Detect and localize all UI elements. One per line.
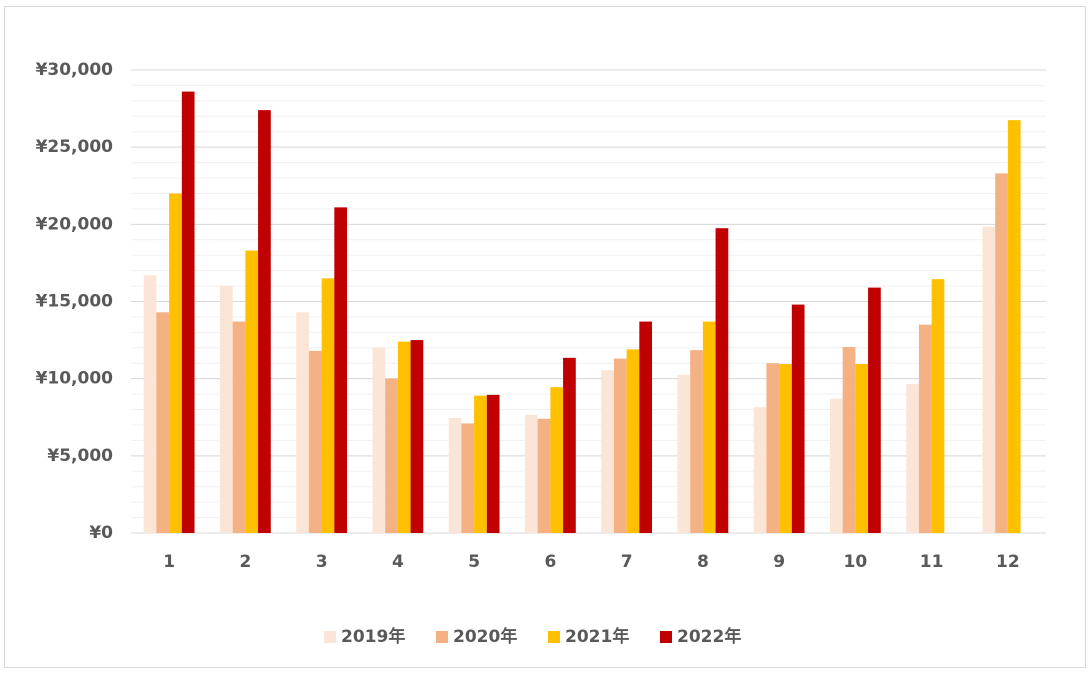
bar <box>537 418 551 533</box>
bar <box>372 347 386 533</box>
y-tick-label: ¥0 <box>89 523 113 543</box>
bar <box>219 286 233 533</box>
bar <box>613 358 627 533</box>
legend-swatch <box>436 631 448 643</box>
x-tick-label: 2 <box>239 552 251 572</box>
bar <box>702 321 716 533</box>
bar <box>715 228 729 534</box>
bar <box>550 387 564 533</box>
bar <box>308 350 322 533</box>
bar <box>766 363 780 533</box>
x-tick-label: 3 <box>316 552 328 572</box>
x-tick-label: 10 <box>844 552 868 572</box>
bar <box>779 364 792 533</box>
bar <box>334 207 348 533</box>
bar <box>639 321 653 533</box>
bar <box>931 279 945 533</box>
y-tick-label: ¥25,000 <box>36 137 114 157</box>
bar <box>753 407 767 533</box>
bar <box>143 275 157 533</box>
bar <box>868 287 881 533</box>
bar <box>601 370 614 533</box>
bar <box>677 374 691 533</box>
y-tick-label: ¥15,000 <box>36 292 114 312</box>
x-tick-label: 9 <box>773 552 785 572</box>
bar <box>169 193 182 533</box>
bar <box>982 226 996 534</box>
bar <box>474 395 487 533</box>
bar <box>855 364 869 533</box>
bar <box>690 350 703 533</box>
bar <box>1007 120 1021 534</box>
y-tick-label: ¥5,000 <box>47 446 113 466</box>
x-tick-label: 1 <box>163 552 175 572</box>
bar <box>524 414 538 533</box>
y-tick-label: ¥10,000 <box>36 369 114 389</box>
x-tick-label: 12 <box>996 552 1020 572</box>
x-tick-label: 6 <box>544 552 556 572</box>
bar <box>829 398 843 533</box>
legend-swatch <box>548 631 560 643</box>
bar <box>410 340 424 533</box>
bar <box>995 173 1008 534</box>
legend-swatch <box>660 631 672 643</box>
legend-swatch <box>324 631 336 643</box>
bar <box>258 110 271 534</box>
bar <box>486 394 500 533</box>
x-tick-label: 11 <box>920 552 944 572</box>
bar <box>397 341 411 533</box>
bar <box>232 321 246 533</box>
legend-label: 2020年 <box>453 626 517 647</box>
bar <box>563 357 576 533</box>
x-tick-label: 8 <box>697 552 709 572</box>
bar <box>448 418 462 533</box>
bar <box>626 349 640 533</box>
bar <box>461 423 475 533</box>
bar <box>385 378 398 533</box>
bar <box>842 347 856 533</box>
y-tick-label: ¥20,000 <box>36 214 114 234</box>
x-tick-label: 4 <box>392 552 404 572</box>
bar <box>906 384 919 533</box>
legend-label: 2019年 <box>341 626 405 647</box>
x-tick-label: 5 <box>468 552 480 572</box>
y-tick-label: ¥30,000 <box>36 60 114 80</box>
bar <box>791 304 805 533</box>
legend-label: 2021年 <box>565 626 629 647</box>
legend-label: 2022年 <box>677 626 741 647</box>
bar <box>321 278 335 533</box>
bar <box>181 91 195 534</box>
bar <box>918 324 932 533</box>
x-tick-label: 7 <box>621 552 633 572</box>
bar <box>296 312 309 533</box>
bar <box>156 312 170 533</box>
bar <box>245 250 259 533</box>
